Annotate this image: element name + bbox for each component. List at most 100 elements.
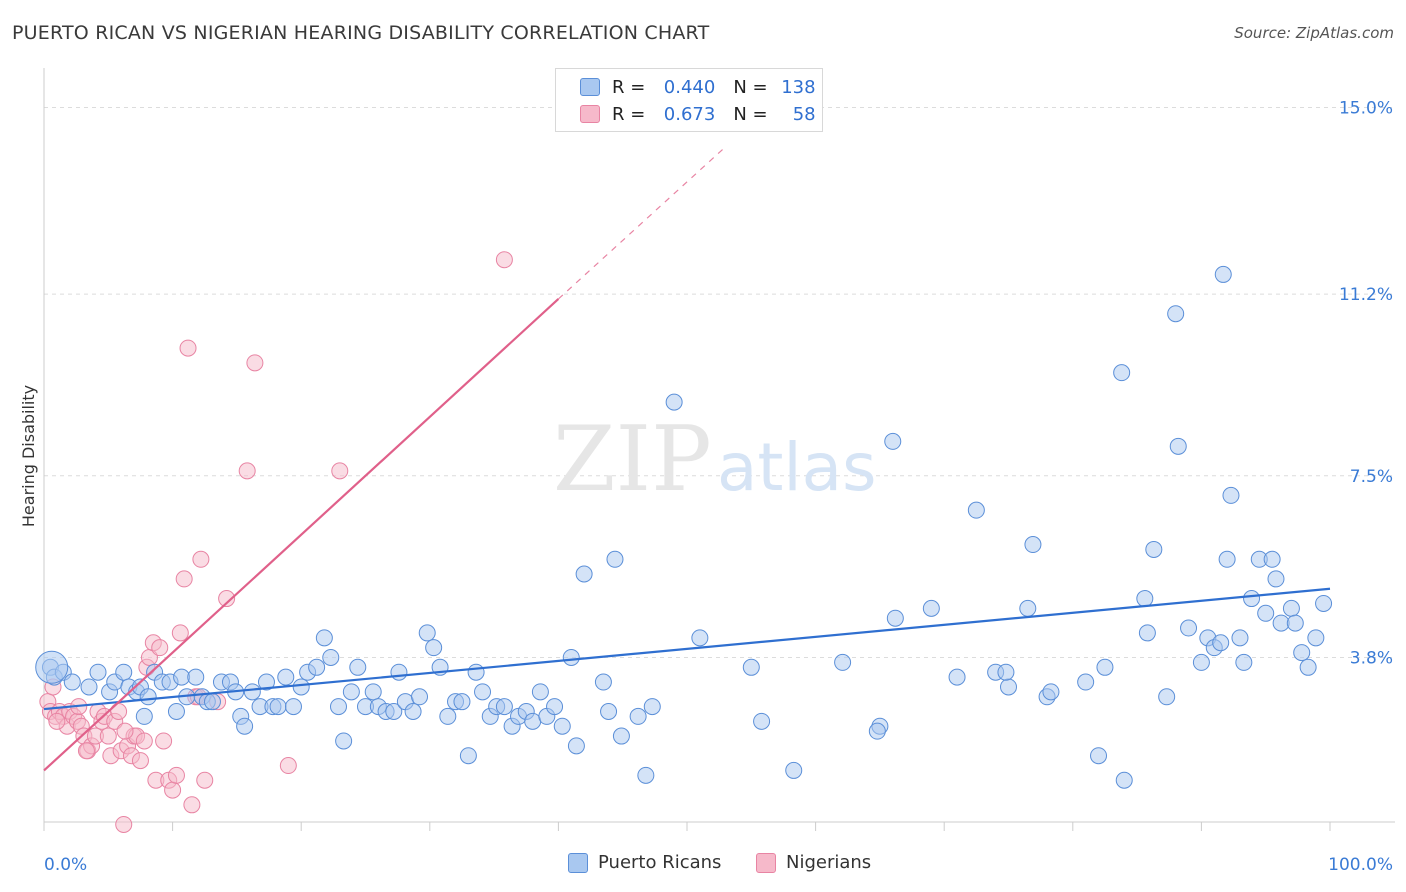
nigerian-point [48, 712, 66, 730]
puerto-rican-point [203, 693, 221, 711]
puerto-rican-point [342, 683, 360, 701]
blue-swatch [568, 852, 588, 873]
puerto-rican-point [243, 683, 261, 701]
puerto-rican-point [495, 698, 513, 716]
puerto-rican-point [135, 707, 153, 725]
nigerian-point [171, 624, 189, 642]
puerto-rican-point [1077, 673, 1095, 691]
puerto-rican-point [834, 653, 852, 671]
watermark-atlas: atlas [717, 429, 877, 506]
puerto-rican-point [236, 717, 254, 735]
puerto-rican-point [637, 766, 655, 784]
legend-label-puerto-ricans: Puerto Ricans [598, 852, 722, 873]
nigerian-point [77, 742, 95, 760]
puerto-rican-point [665, 393, 683, 411]
legend-item-puerto-ricans[interactable]: Puerto Ricans [568, 852, 721, 873]
puerto-rican-point [89, 663, 107, 681]
source-label: Source: ZipAtlas.com [1234, 24, 1394, 42]
nigerian-point [495, 251, 513, 269]
puerto-rican-point [1180, 619, 1198, 637]
puerto-rican-point [439, 707, 457, 725]
puerto-ricans-trend-line [43, 587, 1331, 711]
nigerian-point [218, 590, 236, 608]
nigerian-point [155, 732, 173, 750]
puerto-rican-point [1315, 594, 1333, 612]
y-tick-label: 3.8% [1350, 648, 1393, 668]
puerto-rican-point [1138, 624, 1156, 642]
nigerian-point [246, 354, 264, 372]
puerto-rican-point [139, 688, 157, 706]
puerto-rican-point [1090, 747, 1108, 765]
puerto-rican-point [187, 668, 205, 686]
puerto-rican-point [411, 688, 429, 706]
r-key: R = [612, 76, 646, 98]
puerto-rican-point [1158, 688, 1176, 706]
blue-swatch [580, 78, 600, 96]
nigerian-point [135, 732, 153, 750]
nigerian-point [164, 781, 182, 799]
nigerian-point [238, 462, 256, 480]
y-tick-label: 11.2% [1339, 285, 1393, 305]
puerto-rican-point [531, 683, 549, 701]
puerto-rican-point [742, 658, 760, 676]
correlation-legend: R = 0.440 N = 138 R = 0.673 N = 58 [555, 68, 823, 132]
r-value-nigerians: 0.673 [663, 103, 716, 125]
grid [44, 106, 1395, 658]
y-tick-label: 15.0% [1339, 98, 1393, 118]
nigerians-trend-extension [557, 146, 726, 300]
r-value-puerto-ricans: 0.440 [663, 76, 716, 98]
puerto-rican-point [1192, 653, 1210, 671]
trend-lines [43, 146, 1331, 772]
x-tick-label: 0.0% [44, 855, 87, 875]
legend-item-nigerians[interactable]: Nigerians [756, 852, 871, 873]
puerto-rican-point [115, 663, 133, 681]
puerto-rican-point [1113, 364, 1131, 382]
legend-label-nigerians: Nigerians [786, 852, 872, 873]
puerto-rican-point [349, 658, 367, 676]
nigerian-point [131, 752, 149, 770]
puerto-rican-point [1282, 599, 1300, 617]
puerto-rican-point [567, 737, 585, 755]
puerto-rican-point [173, 668, 191, 686]
puerto-rican-point [467, 663, 485, 681]
puerto-rican-point [167, 703, 185, 721]
nigerian-point [115, 815, 133, 833]
puerto-rican-point [257, 673, 275, 691]
puerto-rican-point [643, 698, 661, 716]
puerto-rican-point [474, 683, 492, 701]
puerto-rican-point [562, 648, 580, 666]
puerto-rican-point [453, 693, 471, 711]
puerto-rican-point [459, 747, 477, 765]
pink-swatch [580, 105, 600, 123]
n-key: N = [733, 76, 768, 98]
puerto-rican-point [277, 668, 295, 686]
puerto-rican-point [600, 703, 618, 721]
puerto-rican-point [1000, 678, 1017, 696]
puerto-rican-point [364, 683, 382, 701]
puerto-rican-point [1212, 634, 1230, 652]
x-tick-label: 100.0% [1328, 855, 1393, 875]
puerto-rican-point [1231, 629, 1249, 647]
nigerian-point [175, 570, 193, 588]
puerto-rican-point [575, 565, 593, 583]
puerto-rican-point [269, 698, 287, 716]
puerto-rican-point [418, 624, 436, 642]
y-axis-label: Hearing Disability [19, 385, 38, 527]
puerto-rican-point [1222, 486, 1240, 504]
puerto-rican-point-large [35, 650, 69, 684]
puerto-rican-point [1024, 536, 1042, 554]
puerto-rican-point [1019, 599, 1037, 617]
puerto-rican-point [594, 673, 612, 691]
puerto-rican-point [1307, 629, 1325, 647]
puerto-rican-point [385, 703, 403, 721]
puerto-rican-point [1263, 550, 1281, 568]
n-key: N = [733, 103, 768, 125]
puerto-rican-point [292, 678, 310, 696]
puerto-rican-point [1293, 644, 1311, 662]
puerto-rican-point [1218, 550, 1236, 568]
puerto-rican-point [546, 698, 564, 716]
puerto-rican-point [80, 678, 98, 696]
puerto-rican-point [1267, 570, 1285, 588]
puerto-rican-point [425, 639, 443, 657]
